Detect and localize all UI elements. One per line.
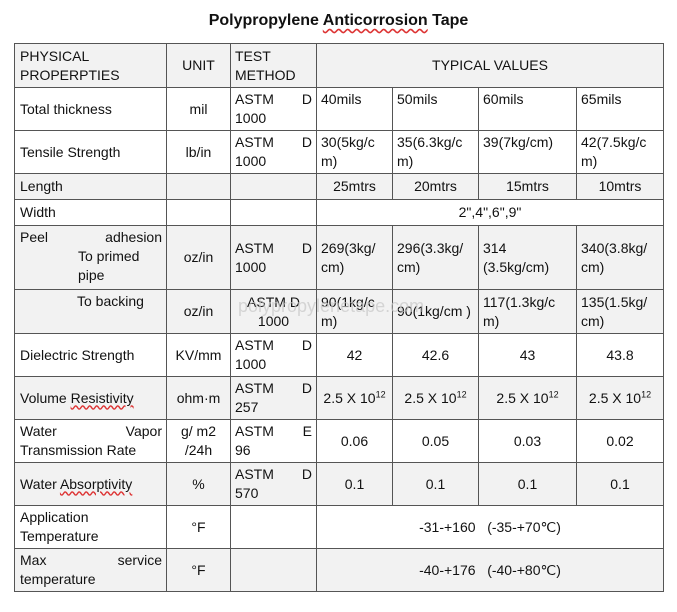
value-cell: 43	[478, 333, 577, 377]
method-dielectric: ASTM D 1000	[230, 333, 317, 377]
label-volume: Volume Resistivity	[14, 376, 167, 420]
value-cell: 135(1.5kg/ cm)	[576, 289, 664, 334]
row-absorb: Water Absorptivity % ASTM D 570 0.1 0.1 0.…	[14, 462, 664, 506]
title-part: Tape	[427, 12, 469, 29]
unit-max-temp: °F	[166, 548, 231, 592]
value-cell: 314 (3.5kg/cm)	[478, 225, 577, 290]
row-volume: Volume Resistivity ohm·m ASTM D 257 2.5 X …	[14, 376, 664, 420]
value-cell: 296(3.3kg/ cm)	[392, 225, 479, 290]
value-cell: 0.1	[316, 462, 393, 506]
value-cell: 2.5 X 1012	[478, 376, 577, 420]
label-thickness: Total thickness	[14, 87, 167, 131]
row-peel-primed: Peel adhesion To primed pipe oz/in ASTM D 1…	[14, 225, 664, 290]
header-property: PHYSICAL PROPERPTIES	[14, 43, 167, 88]
row-tensile: Tensile Strength lb/in ASTM D 1000 30(5kg/…	[14, 130, 664, 174]
label-length: Length	[14, 173, 167, 200]
method-width	[230, 199, 317, 226]
method-peel-backing: ASTM D 1000	[230, 289, 317, 334]
value-app-temp: -31-+160 (-35-+70℃)	[316, 505, 664, 549]
value-cell: 42(7.5kg/c m)	[576, 130, 664, 174]
value-cell: 25mtrs	[316, 173, 393, 200]
row-wvtr: Water Vapor Transmission Rate g/ m2 /24h A…	[14, 419, 664, 463]
label-wvtr: Water Vapor Transmission Rate	[14, 419, 167, 463]
value-cell: 2.5 X 1012	[576, 376, 664, 420]
label-dielectric: Dielectric Strength	[14, 333, 167, 377]
value-cell: 0.1	[478, 462, 577, 506]
value-cell: 60mils	[478, 87, 577, 131]
value-cell: 0.1	[392, 462, 479, 506]
spec-table: PHYSICAL PROPERPTIES UNIT TEST METHOD TY…	[14, 43, 664, 592]
value-cell: 269(3kg/ cm)	[316, 225, 393, 290]
unit-thickness: mil	[166, 87, 231, 131]
label-peel-backing: To backing	[14, 289, 167, 334]
value-cell: 0.02	[576, 419, 664, 463]
unit-dielectric: KV/mm	[166, 333, 231, 377]
document-title: Polypropylene Anticorrosion Tape	[0, 12, 677, 30]
value-cell: 40mils	[316, 87, 393, 131]
unit-peel-backing: oz/in	[166, 289, 231, 334]
method-volume: ASTM D 257	[230, 376, 317, 420]
unit-tensile: lb/in	[166, 130, 231, 174]
value-cell: 30(5kg/c m)	[316, 130, 393, 174]
value-cell: 42.6	[392, 333, 479, 377]
unit-volume: ohm·m	[166, 376, 231, 420]
row-peel-backing: To backing oz/in ASTM D 1000 90(1kg/c m) …	[14, 289, 664, 334]
header-method: TEST METHOD	[230, 43, 317, 88]
label-tensile: Tensile Strength	[14, 130, 167, 174]
value-cell: 35(6.3kg/c m)	[392, 130, 479, 174]
value-cell: 2.5 X 1012	[392, 376, 479, 420]
method-thickness: ASTM D 1000	[230, 87, 317, 131]
method-app-temp	[230, 505, 317, 549]
label-peel-primed: Peel adhesion To primed pipe	[14, 225, 167, 290]
value-cell: 0.1	[576, 462, 664, 506]
method-length	[230, 173, 317, 200]
value-width: 2",4",6",9"	[316, 199, 664, 226]
method-wvtr: ASTM E 96	[230, 419, 317, 463]
value-cell: 0.03	[478, 419, 577, 463]
unit-wvtr: g/ m2 /24h	[166, 419, 231, 463]
row-app-temp: Application Temperature °F -31-+160 (-35…	[14, 505, 664, 549]
method-peel-primed: ASTM D 1000	[230, 225, 317, 290]
row-width: Width 2",4",6",9"	[14, 199, 664, 226]
unit-width	[166, 199, 231, 226]
value-cell: 20mtrs	[392, 173, 479, 200]
value-cell: 90(1kg/c m)	[316, 289, 393, 334]
label-app-temp: Application Temperature	[14, 505, 167, 549]
value-max-temp: -40-+176 (-40-+80℃)	[316, 548, 664, 592]
value-cell: 42	[316, 333, 393, 377]
unit-absorb: %	[166, 462, 231, 506]
unit-app-temp: °F	[166, 505, 231, 549]
row-length: Length 25mtrs 20mtrs 15mtrs 10mtrs	[14, 173, 664, 200]
value-cell: 15mtrs	[478, 173, 577, 200]
value-cell: 50mils	[392, 87, 479, 131]
value-cell: 117(1.3kg/c m)	[478, 289, 577, 334]
unit-peel-primed: oz/in	[166, 225, 231, 290]
label-max-temp: Max service temperature	[14, 548, 167, 592]
label-absorb: Water Absorptivity	[14, 462, 167, 506]
row-thickness: Total thickness mil ASTM D 1000 40mils 50m…	[14, 87, 664, 131]
value-cell: 43.8	[576, 333, 664, 377]
header-values: TYPICAL VALUES	[316, 43, 664, 88]
unit-length	[166, 173, 231, 200]
method-tensile: ASTM D 1000	[230, 130, 317, 174]
header-row: PHYSICAL PROPERPTIES UNIT TEST METHOD TY…	[14, 43, 664, 88]
header-unit: UNIT	[166, 43, 231, 88]
label-width: Width	[14, 199, 167, 226]
row-max-temp: Max service temperature °F -40-+176 (-40-+…	[14, 548, 664, 592]
value-cell: 39(7kg/cm)	[478, 130, 577, 174]
title-part: Anticorrosion	[322, 12, 428, 29]
value-cell: 0.06	[316, 419, 393, 463]
value-cell: 90(1kg/cm )	[392, 289, 479, 334]
value-cell: 340(3.8kg/ cm)	[576, 225, 664, 290]
value-cell: 2.5 X 1012	[316, 376, 393, 420]
method-absorb: ASTM D 570	[230, 462, 317, 506]
value-cell: 0.05	[392, 419, 479, 463]
value-cell: 10mtrs	[576, 173, 664, 200]
row-dielectric: Dielectric Strength KV/mm ASTM D 1000 42 4…	[14, 333, 664, 377]
method-max-temp	[230, 548, 317, 592]
value-cell: 65mils	[576, 87, 664, 131]
title-part: Polypropylene	[208, 12, 323, 29]
